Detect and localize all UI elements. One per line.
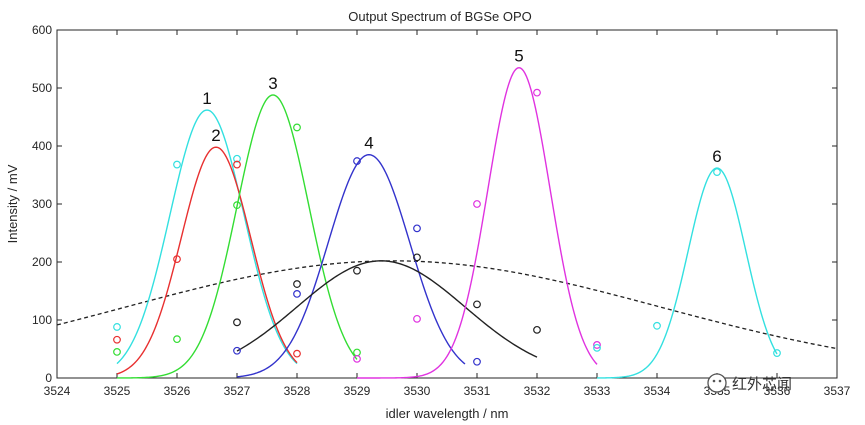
data-point-6 xyxy=(713,168,721,177)
y-tick-label: 0 xyxy=(45,371,52,385)
data-point-2 xyxy=(233,160,241,169)
data-point-5 xyxy=(353,354,361,363)
data-points xyxy=(113,88,781,366)
fit-curve-black xyxy=(236,260,538,358)
y-tick-label: 200 xyxy=(32,255,52,269)
data-point-2 xyxy=(113,335,121,344)
data-point-3 xyxy=(293,123,301,132)
fit-curve-5 xyxy=(357,66,598,379)
x-tick-label: 3525 xyxy=(104,384,131,398)
data-point-5 xyxy=(473,200,481,208)
envelope-layer xyxy=(56,260,838,350)
data-point-black xyxy=(473,300,481,309)
y-tick-label: 600 xyxy=(32,23,52,37)
fit-curve-2 xyxy=(116,146,298,375)
data-point-5 xyxy=(533,88,541,97)
wechat-icon xyxy=(707,373,727,393)
data-point-3 xyxy=(113,348,121,356)
peak-label-2: 2 xyxy=(211,126,220,145)
peak-label-5: 5 xyxy=(514,47,523,66)
watermark: 红外芯闻 xyxy=(707,373,792,393)
data-point-4 xyxy=(293,290,301,298)
peak-label-1: 1 xyxy=(202,89,211,108)
data-point-black xyxy=(353,266,361,275)
data-point-4 xyxy=(413,224,421,233)
watermark-text: 红外芯闻 xyxy=(732,375,792,393)
y-axis-label: Intensity / mV xyxy=(5,164,20,243)
x-tick-label: 3527 xyxy=(224,384,251,398)
data-point-4 xyxy=(353,157,361,165)
x-tick-label: 3526 xyxy=(164,384,191,398)
x-tick-label: 3533 xyxy=(584,384,611,398)
fit-curves xyxy=(116,66,778,379)
chart-title: Output Spectrum of BGSe OPO xyxy=(348,9,532,24)
data-point-6 xyxy=(653,321,661,330)
x-tick-label: 3530 xyxy=(404,384,431,398)
x-tick-label: 3537 xyxy=(824,384,851,398)
peak-label-4: 4 xyxy=(364,134,373,153)
wechat-icon-eye-left xyxy=(712,379,716,383)
peak-label-3: 3 xyxy=(268,74,277,93)
data-point-1 xyxy=(113,323,121,331)
fit-curve-3 xyxy=(116,94,358,379)
y-tick-label: 300 xyxy=(32,197,52,211)
data-point-4 xyxy=(473,357,481,366)
data-point-black xyxy=(233,318,241,327)
y-tick-label: 500 xyxy=(32,81,52,95)
x-tick-label: 3529 xyxy=(344,384,371,398)
data-point-5 xyxy=(413,314,421,323)
data-point-4 xyxy=(233,346,241,355)
data-point-2 xyxy=(173,255,181,264)
wechat-icon-eye-right xyxy=(718,379,722,383)
y-tick-label: 400 xyxy=(32,139,52,153)
data-point-black xyxy=(293,280,301,288)
data-point-3 xyxy=(173,335,181,344)
fit-curve-6 xyxy=(597,167,778,379)
data-point-black xyxy=(533,325,541,334)
data-point-1 xyxy=(233,154,241,163)
data-point-6 xyxy=(593,343,601,352)
data-point-1 xyxy=(173,160,181,169)
data-point-6 xyxy=(773,349,781,357)
x-tick-label: 3524 xyxy=(44,384,71,398)
axis-ticks: 3524 3525 3526 3527 3528 3529 3530 3531 3532 3533… xyxy=(32,23,851,398)
envelope-dashed-curve xyxy=(56,260,838,350)
y-tick-label: 100 xyxy=(32,313,52,327)
x-tick-label: 3532 xyxy=(524,384,551,398)
x-tick-label: 3536 xyxy=(764,384,791,398)
data-point-3 xyxy=(233,201,241,210)
plot-area xyxy=(56,29,838,379)
fit-curve-4 xyxy=(236,154,466,378)
peak-labels: 12 3 4 5 6 xyxy=(202,47,721,166)
x-tick-label: 3534 xyxy=(644,384,671,398)
data-point-black xyxy=(413,253,421,262)
x-tick-label: 3531 xyxy=(464,384,491,398)
data-point-5 xyxy=(593,341,601,349)
fit-curve-1 xyxy=(116,109,298,365)
x-axis-label: idler wavelength / nm xyxy=(386,406,509,421)
x-tick-label: 3528 xyxy=(284,384,311,398)
peak-label-6: 6 xyxy=(712,147,721,166)
data-point-2 xyxy=(293,349,301,358)
